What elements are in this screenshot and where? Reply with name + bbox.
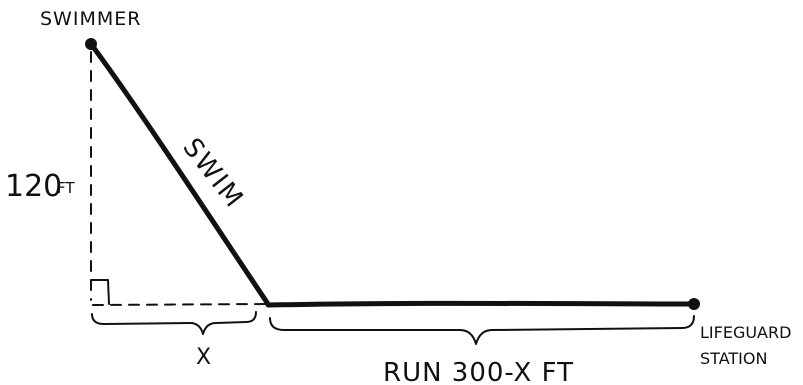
x-brace xyxy=(91,311,257,335)
swimmer-point xyxy=(85,38,97,50)
x-dashed-line xyxy=(92,303,267,306)
run-label: RUN 300-X FT xyxy=(383,358,574,385)
station-label-line2: STATION xyxy=(700,349,767,368)
right-angle-marker xyxy=(90,279,110,305)
swimmer-label: SWIMMER xyxy=(40,8,141,30)
swim-path xyxy=(88,41,271,307)
height-value-label: 120 xyxy=(5,169,62,204)
run-brace xyxy=(269,315,695,345)
station-point xyxy=(688,298,700,310)
swim-label: SWIM xyxy=(176,133,249,215)
station-label-line1: LIFEGUARD xyxy=(700,323,791,342)
run-path xyxy=(265,300,697,308)
height-unit-label: FT xyxy=(57,179,75,197)
x-label: X xyxy=(196,345,211,370)
